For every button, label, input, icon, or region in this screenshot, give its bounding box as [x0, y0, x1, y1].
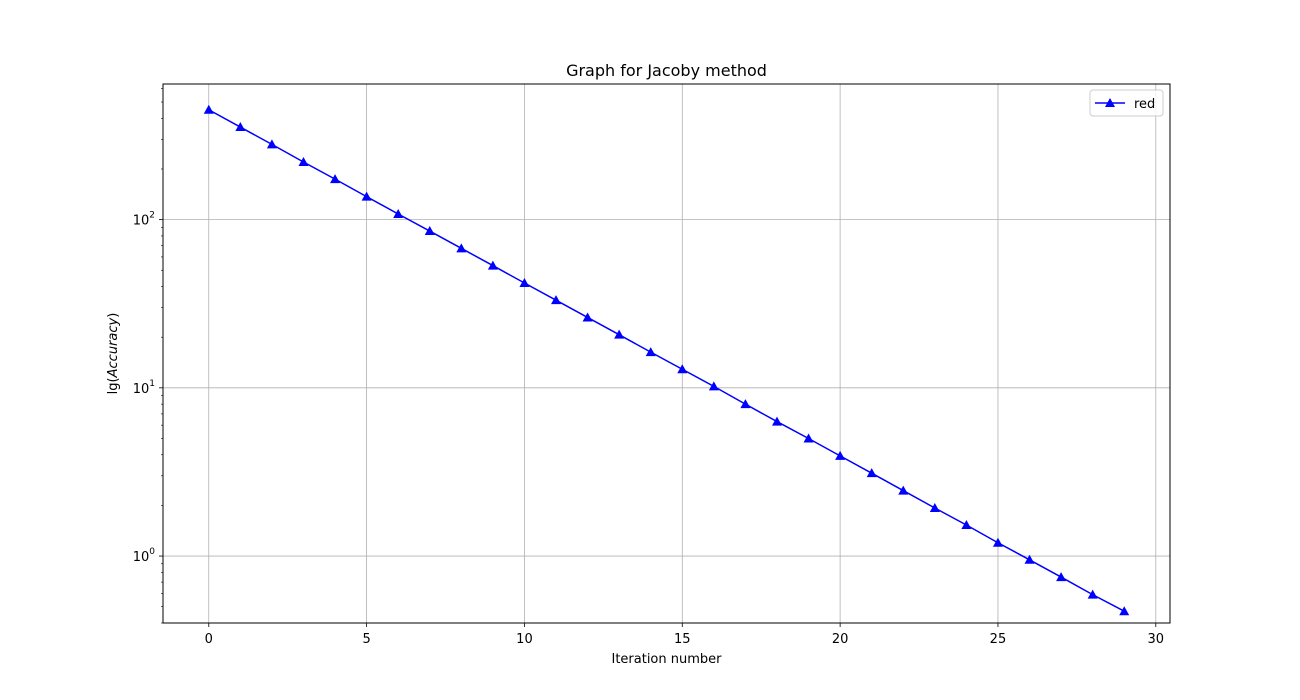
data-point-marker [582, 312, 593, 322]
chart-title: Graph for Jacoby method [566, 61, 767, 80]
y-tick-label-base: 10 [133, 214, 150, 229]
y-axis-label: lg(Accuracy) [106, 313, 121, 395]
y-tick-label: 102 [133, 211, 155, 229]
legend-box [1089, 89, 1164, 117]
data-point-marker [424, 226, 435, 236]
legend: red [1089, 89, 1164, 117]
x-tick-label: 20 [832, 632, 849, 647]
grid-lines [163, 84, 1170, 623]
x-tick-label: 30 [1148, 632, 1165, 647]
data-point-marker [866, 468, 877, 478]
legend-marker-triangle [1105, 98, 1115, 107]
x-axis-ticks: 0 5 10 15 20 25 30 [205, 623, 1164, 647]
x-tick-label: 0 [205, 632, 213, 647]
data-point-marker [740, 399, 751, 409]
y-tick-label-exponent: 0 [149, 547, 155, 557]
y-tick-label: 100 [133, 547, 156, 565]
x-tick-label: 15 [674, 632, 691, 647]
data-point-marker [551, 295, 562, 305]
x-tick-label: 5 [362, 632, 370, 647]
data-point-marker [708, 381, 719, 391]
y-tick-label-exponent: 2 [149, 211, 155, 221]
y-axis-label-prefix: lg( [106, 377, 121, 394]
y-tick-label-base: 10 [133, 382, 150, 397]
data-point-marker [803, 433, 814, 443]
y-axis-label-suffix: ) [106, 313, 121, 318]
data-point-marker [393, 208, 404, 218]
series-line [208, 109, 1125, 612]
y-tick-label-exponent: 1 [149, 379, 155, 389]
data-point-marker [361, 191, 372, 201]
data-point-marker [1024, 554, 1035, 564]
x-tick-label: 25 [990, 632, 1007, 647]
y-axis-label-variable: Accuracy [106, 317, 121, 378]
data-point-marker [1056, 572, 1067, 582]
data-point-marker [771, 416, 782, 426]
data-point-marker [235, 122, 246, 132]
data-point-marker [898, 485, 909, 495]
data-point-marker [677, 364, 688, 374]
data-point-marker [835, 450, 846, 460]
data-point-marker [298, 157, 309, 167]
data-point-marker [929, 503, 940, 513]
data-point-marker [487, 260, 498, 270]
data-point-marker [992, 537, 1003, 547]
data-point-marker [1119, 606, 1130, 616]
data-point-marker [1087, 589, 1098, 599]
data-point-marker [266, 139, 277, 149]
legend-label-red: red [1134, 97, 1155, 112]
series-layer [203, 104, 1130, 616]
x-axis-label: Iteration number [611, 652, 722, 667]
data-point-marker [203, 104, 214, 114]
y-tick-label: 101 [133, 379, 155, 397]
plot-area-frame [162, 83, 1171, 624]
data-point-marker [519, 277, 530, 287]
y-tick-label-base: 10 [133, 550, 150, 565]
data-point-marker [330, 174, 341, 184]
data-point-marker [456, 243, 467, 253]
data-point-marker [961, 519, 972, 529]
x-tick-label: 10 [516, 632, 533, 647]
data-point-marker [614, 329, 625, 339]
data-point-marker [645, 347, 656, 357]
